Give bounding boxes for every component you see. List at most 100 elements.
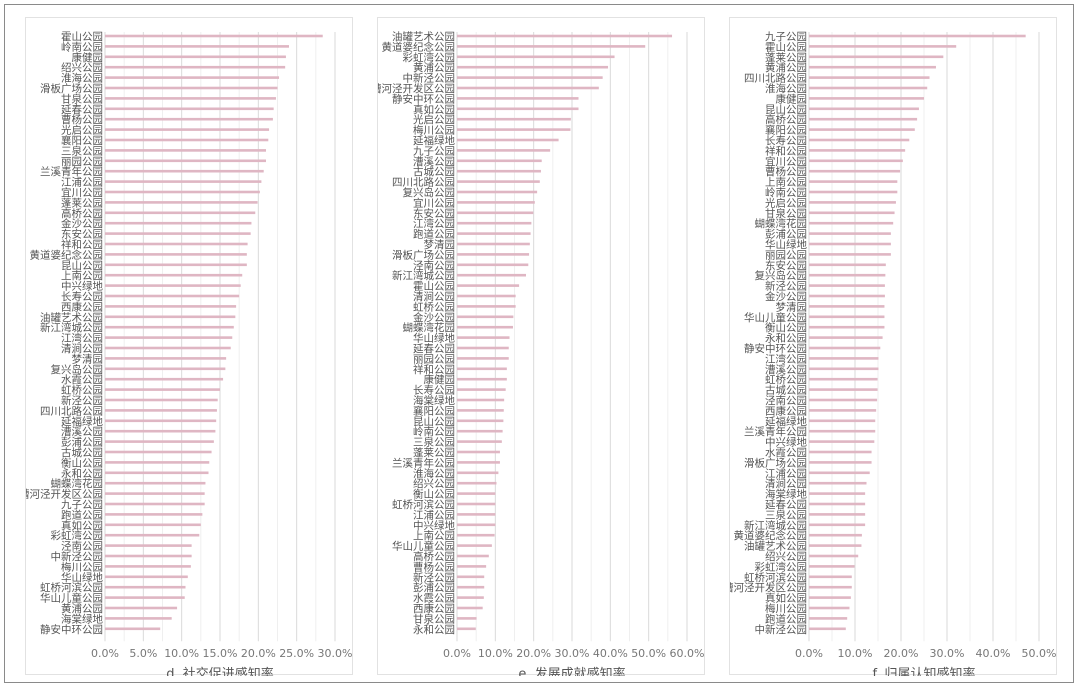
category-label: 彭浦公园: [765, 228, 807, 241]
bar: [809, 617, 848, 620]
category-label: 西康公园: [765, 404, 807, 417]
bar: [457, 284, 520, 287]
bar: [105, 544, 192, 547]
bar: [809, 305, 885, 308]
bar: [457, 253, 530, 256]
bar: [809, 273, 886, 277]
x-tick-label: 10.0%: [164, 647, 199, 660]
bar: [457, 617, 477, 620]
category-label: 长寿公园: [413, 384, 455, 397]
bar: [105, 34, 323, 38]
bar: [809, 107, 919, 111]
category-label: 油罐艺术公园: [40, 311, 103, 324]
category-label: 曹杨公园: [765, 165, 807, 178]
bar: [457, 232, 531, 235]
bar: [105, 76, 280, 79]
category-label: 跑道公园: [413, 228, 455, 241]
bar: [105, 575, 188, 579]
bar: [457, 34, 673, 38]
category-label: 宜川公园: [765, 155, 807, 168]
bar: [457, 97, 579, 100]
category-label: 真如公园: [765, 592, 807, 605]
category-label: 古城公园: [413, 165, 455, 178]
category-label: 宜川公园: [61, 186, 103, 199]
bar: [809, 461, 872, 464]
category-label: 虹桥河滨公园: [40, 581, 103, 594]
bar: [809, 76, 930, 79]
bar: [457, 419, 504, 423]
bar: [105, 232, 251, 235]
bar: [809, 336, 883, 339]
category-label: 蝴蝶湾花园: [403, 321, 456, 334]
category-label: 中兴绿地: [413, 519, 455, 532]
bar: [457, 481, 497, 485]
bar: [105, 201, 258, 204]
bar: [105, 211, 256, 215]
category-label: 江浦公园: [413, 508, 455, 521]
category-label: 水霞公园: [413, 593, 455, 605]
category-label: 中新泾公园: [51, 550, 104, 563]
category-label: 祥和公园: [765, 144, 807, 157]
bar: [105, 315, 236, 319]
bar: [105, 221, 252, 225]
bar: [809, 117, 918, 121]
category-label: 上南公园: [765, 176, 807, 189]
category-label: 虹桥公园: [765, 374, 807, 386]
bar: [457, 117, 571, 121]
chart-panel-e: 油罐艺术公园 黄道婆纪念公园 彩虹湾公园 黄浦公园 中新泾公园 漕河泾开发区公园 静安中环公…: [377, 17, 705, 676]
bar: [457, 325, 513, 329]
category-label: 岭南公园: [61, 40, 103, 53]
category-label: 蓬莱公园: [765, 52, 807, 64]
bar: [809, 242, 891, 246]
category-label: 东安公园: [61, 228, 103, 241]
bar: [457, 180, 540, 183]
bar: [809, 450, 872, 454]
category-label: 祥和公园: [413, 363, 455, 376]
bar: [457, 533, 495, 537]
category-label: 襄阳公园: [61, 134, 103, 147]
category-label: 三泉公园: [765, 508, 807, 521]
bar: [457, 305, 516, 308]
bar: [105, 190, 260, 194]
category-label: 康健园: [72, 51, 104, 64]
category-label: 复兴岛公园: [51, 363, 104, 376]
category-label: 衡山公园: [61, 457, 103, 469]
bar-chart-development-achievement: 油罐艺术公园黄道婆纪念公园彩虹湾公园黄浦公园中新泾公园漕河泾开发区公园静安中环公…: [378, 30, 705, 676]
bar: [457, 128, 571, 131]
category-label: 新泾公园: [413, 571, 455, 584]
category-label: 复兴岛公园: [755, 269, 808, 282]
category-label: 上南公园: [413, 529, 455, 542]
bar: [809, 409, 877, 412]
category-label: 漕溪公园: [61, 425, 103, 438]
category-label: 江湾公园: [413, 217, 455, 230]
bar: [457, 388, 506, 391]
category-label: 康健园: [424, 373, 456, 386]
category-label: 黄浦公园: [765, 61, 807, 74]
bar: [457, 55, 615, 59]
category-label: 昆山公园: [413, 416, 455, 428]
category-label: 彭浦公园: [61, 436, 103, 449]
category-label: 新江湾城公园: [40, 321, 103, 334]
bar: [105, 357, 227, 360]
bar: [809, 211, 895, 215]
bar: [105, 554, 192, 558]
bar: [809, 398, 878, 402]
bar: [457, 575, 485, 579]
bar: [457, 159, 542, 163]
bar: [105, 565, 191, 568]
x-tick-label: 10.0%: [838, 647, 873, 660]
x-tick-label: 60.0%: [670, 647, 705, 660]
category-label: 江浦公园: [765, 467, 807, 480]
category-label: 中新泾公园: [755, 623, 808, 636]
category-label: 跑道公园: [765, 612, 807, 625]
figure-frame: [4, 4, 1074, 683]
category-label: 襄阳公园: [765, 124, 807, 137]
x-tick-label: 40.0%: [976, 647, 1011, 660]
bar: [809, 627, 846, 631]
category-label: 新泾公园: [765, 280, 807, 293]
bar: [105, 97, 276, 100]
category-label: 蝴蝶湾花园: [755, 217, 808, 230]
category-label: 虹桥公园: [61, 385, 103, 397]
bar: [809, 346, 881, 350]
x-tick-label: 30.0%: [930, 647, 965, 660]
